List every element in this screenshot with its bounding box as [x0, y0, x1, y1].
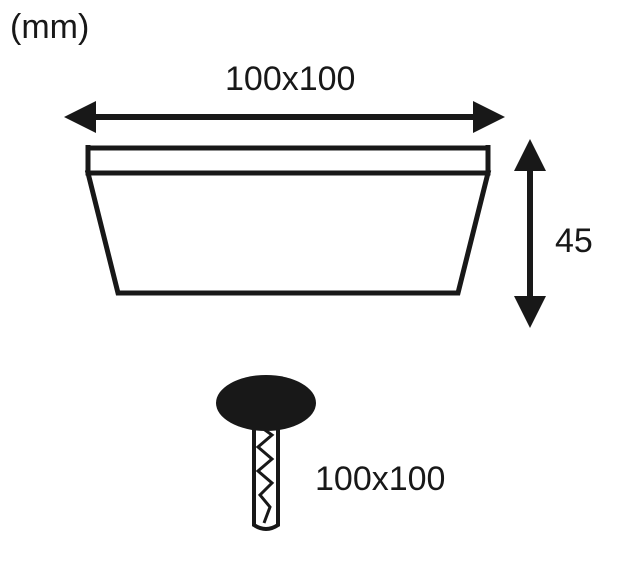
cutout-ellipse	[216, 375, 316, 431]
width-dimension-arrow	[88, 114, 481, 120]
profile-top-band	[88, 148, 488, 173]
fixture-profile-outline	[85, 145, 495, 325]
width-dimension-label: 100x100	[225, 60, 355, 99]
dimension-diagram: { "diagram": { "type": "engineering-dime…	[0, 0, 640, 570]
height-dimension-label: 45	[555, 222, 593, 261]
profile-body	[88, 173, 488, 293]
cutout-dimension-label: 100x100	[315, 460, 445, 499]
unit-label: (mm)	[10, 8, 89, 47]
cutout-saw-icon	[210, 375, 330, 545]
height-dimension-arrow	[527, 166, 533, 301]
